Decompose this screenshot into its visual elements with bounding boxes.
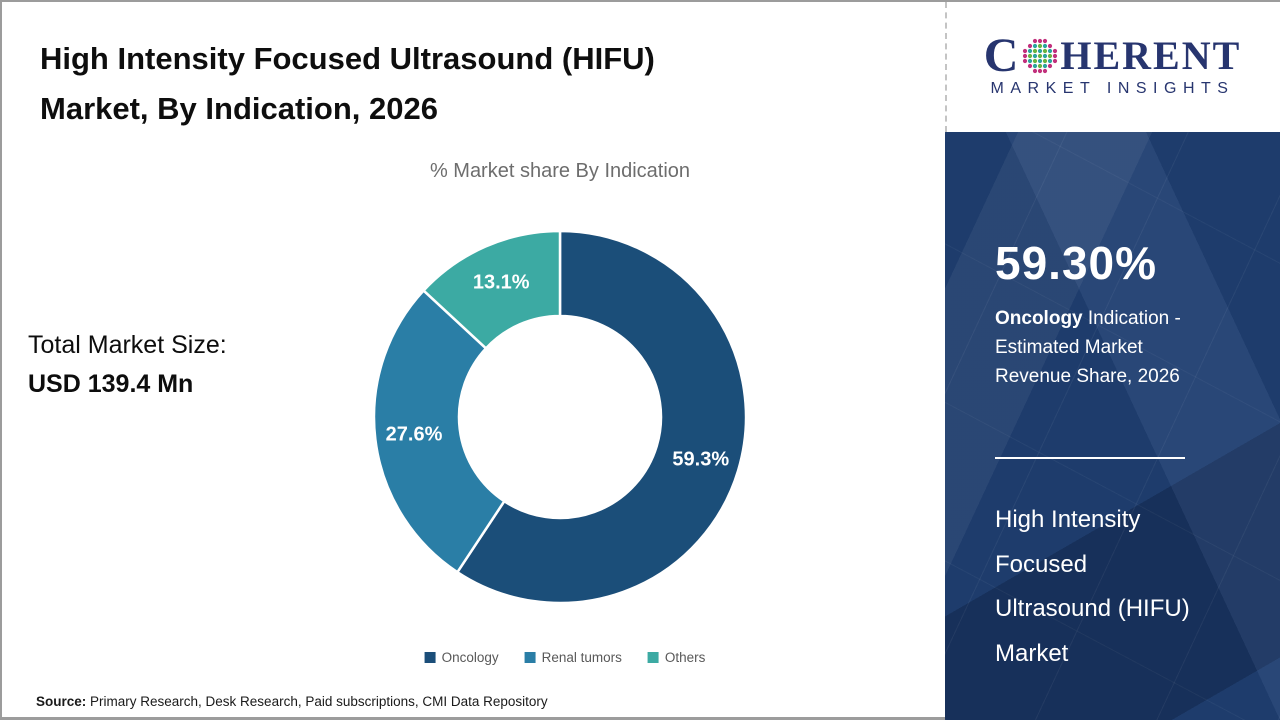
globe-dot (1043, 53, 1048, 59)
legend-label: Renal tumors (541, 650, 622, 665)
slice-label-renal-tumors: 27.6% (386, 424, 443, 446)
globe-dot (1023, 53, 1028, 59)
donut-slice-others (421, 229, 562, 351)
globe-dot (1043, 63, 1048, 69)
globe-dot (1023, 48, 1028, 54)
globe-dot (1033, 58, 1038, 64)
sidebar-divider (995, 457, 1185, 459)
page-title-line2: Market, By Indication, 2026 (40, 91, 438, 126)
globe-dot (1038, 53, 1043, 59)
globe-dot (1038, 43, 1043, 49)
globe-dot (1028, 58, 1033, 64)
globe-dot (1028, 53, 1033, 59)
total-market-size-label: Total Market Size: (28, 331, 227, 359)
globe-dot (1048, 63, 1053, 69)
donut-chart: 59.3% 27.6% 13.1% (370, 227, 750, 607)
sidebar-panel: 59.30% Oncology Indication - Estimated M… (945, 132, 1280, 720)
globe-dot (1048, 58, 1053, 64)
globe-dot (1033, 63, 1038, 69)
legend-item-oncology: Oncology (424, 650, 499, 665)
stat-desc-bold: Oncology (995, 308, 1083, 329)
globe-dot (1043, 43, 1048, 49)
globe-dot (1043, 58, 1048, 64)
globe-dot (1033, 68, 1038, 74)
globe-dot (1033, 38, 1038, 44)
legend-swatch (424, 652, 436, 663)
sidebar-market-name: High Intensity Focused Ultrasound (HIFU) Ma… (995, 498, 1190, 676)
globe-dot (1043, 48, 1048, 54)
globe-dot (1038, 58, 1043, 64)
brand-logo: C HERENT MARKET INSIGHTS (945, 2, 1278, 132)
legend-swatch (647, 652, 659, 663)
page-title: High Intensity Focused Ultrasound (HIFU)… (40, 34, 820, 134)
globe-dot (1053, 58, 1058, 64)
sidebar-market-name-line: Focused (995, 550, 1088, 578)
total-market-size-value: USD 139.4 Mn (28, 370, 194, 398)
globe-dot (1048, 53, 1053, 59)
dotted-globe-icon (1023, 38, 1058, 74)
sidebar-market-name-line: Ultrasound (HIFU) (995, 595, 1190, 622)
globe-dot (1053, 48, 1058, 54)
sidebar: C HERENT MARKET INSIGHTS 59.30% Oncology… (945, 0, 1280, 720)
legend-label: Others (664, 650, 706, 665)
brand-logo-tagline: MARKET INSIGHTS (990, 80, 1235, 97)
page-title-line1: High Intensity Focused Ultrasound (HIFU) (40, 41, 655, 76)
globe-dot (1038, 63, 1043, 69)
globe-dot (1053, 53, 1058, 59)
total-market-size-block: Total Market Size: USD 139.4 Mn (28, 326, 227, 404)
legend-label: Oncology (441, 650, 499, 665)
sidebar-market-name-line: Market (995, 639, 1069, 667)
source-line: Source: Primary Research, Desk Research,… (36, 694, 548, 709)
globe-dot (1043, 68, 1048, 74)
frame-edge-bottom (0, 717, 946, 720)
legend-item-renal-tumors: Renal tumors (524, 650, 622, 665)
globe-dot (1038, 68, 1043, 74)
globe-dot (1028, 43, 1033, 49)
stat-desc-line2: Estimated Market (995, 337, 1143, 358)
globe-dot (1033, 48, 1038, 54)
stat-desc-line3: Revenue Share, 2026 (995, 366, 1180, 387)
donut-slice-oncology (455, 229, 748, 605)
brand-logo-word-rest: HERENT (1060, 33, 1242, 78)
frame-edge-left (0, 0, 2, 720)
globe-dot (1028, 48, 1033, 54)
brand-logo-wordmark: C HERENT (983, 29, 1242, 82)
slice-label-oncology: 59.3% (672, 448, 729, 470)
brand-logo-letter-c: C (983, 29, 1021, 82)
globe-dot (1048, 48, 1053, 54)
globe-dot (1028, 63, 1033, 69)
globe-dot (1043, 38, 1048, 44)
slice-label-others: 13.1% (473, 271, 530, 293)
chart-legend: Oncology Renal tumors Others (424, 650, 706, 665)
legend-swatch (524, 652, 536, 663)
globe-dot (1033, 53, 1038, 59)
globe-dot (1038, 38, 1043, 44)
stat-desc-line1-rest: Indication - (1082, 308, 1181, 329)
globe-dot (1023, 58, 1028, 64)
highlight-stat-value: 59.30% (995, 237, 1158, 289)
source-label: Source: (36, 694, 87, 709)
globe-dot (1038, 48, 1043, 54)
donut-chart-svg: 59.3% 27.6% 13.1% (372, 229, 748, 605)
globe-dot (1033, 43, 1038, 49)
donut-slice-renal-tumors (372, 288, 507, 574)
legend-item-others: Others (647, 650, 706, 665)
frame-edge-top (0, 0, 1280, 2)
source-text: Primary Research, Desk Research, Paid su… (86, 694, 548, 709)
chart-subtitle: % Market share By Indication (429, 160, 691, 182)
globe-dot (1048, 43, 1053, 49)
highlight-stat-description: Oncology Indication - Estimated Market R… (995, 304, 1181, 391)
stat-desc-line1: Oncology Indication - (995, 304, 1181, 333)
sidebar-market-name-line: High Intensity (995, 506, 1141, 533)
